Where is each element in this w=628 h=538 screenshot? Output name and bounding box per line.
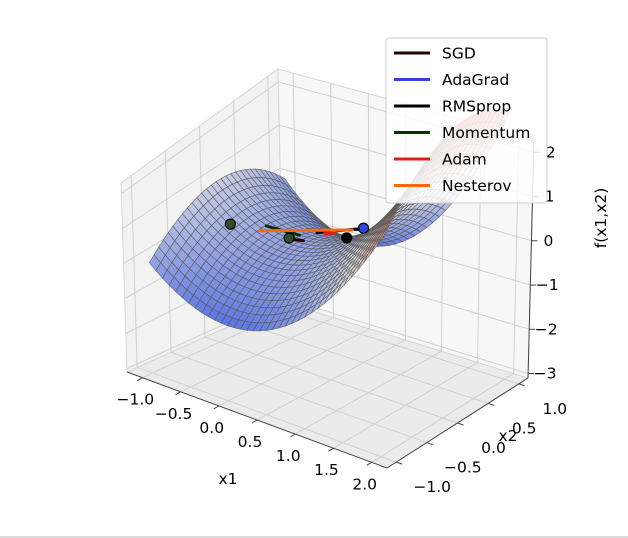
- legend-label-adagrad: AdaGrad: [442, 71, 509, 89]
- x2-gridline: [164, 150, 428, 444]
- z-tick-label: 1: [545, 188, 555, 206]
- path-nesterov: [258, 228, 354, 233]
- path-marker: [224, 218, 236, 230]
- x1-tick: [366, 461, 372, 466]
- x2-tick-label: −1.0: [413, 478, 451, 496]
- x1-tick-label: 2.0: [352, 475, 377, 493]
- x1-axis-label: x1: [218, 470, 237, 488]
- x1-gridline: [218, 93, 370, 407]
- x1-tick-label: 0.0: [199, 419, 224, 437]
- x1-gridline: [371, 134, 520, 463]
- x1-tick: [328, 447, 334, 452]
- path-marker: [357, 222, 370, 234]
- x1-tick-label: 1.0: [276, 447, 301, 465]
- x1-tick: [213, 405, 220, 410]
- bottom-border: [0, 536, 628, 538]
- x1-tick: [175, 391, 181, 396]
- x1-gridline: [333, 124, 482, 449]
- legend-label-sgd: SGD: [442, 45, 476, 63]
- x2-tick: [396, 461, 403, 465]
- path-marker: [283, 232, 295, 244]
- x2-tick: [487, 402, 495, 406]
- x1-tick-label: 0.5: [238, 433, 263, 451]
- legend-label-rmsprop: RMSprop: [442, 98, 511, 116]
- x1-tick-label: −0.5: [155, 405, 193, 423]
- x1-gridline: [180, 83, 334, 393]
- x1-tick: [137, 377, 143, 382]
- legend-label-adam: Adam: [442, 151, 487, 169]
- z-tick-label: 0: [544, 232, 554, 250]
- path-adam: [323, 231, 337, 236]
- optimizer-paths: [224, 218, 370, 244]
- x2-tick: [457, 422, 464, 426]
- path-sgd: [291, 237, 305, 243]
- legend: SGD AdaGrad RMSprop Momentum Adam Nesterov: [385, 37, 548, 204]
- z-tick-label: −1: [536, 276, 559, 294]
- z-tick-label: −2: [535, 320, 558, 338]
- z-axis-label: f(x1,x2): [592, 188, 610, 249]
- legend-label-momentum: Momentum: [442, 124, 530, 142]
- x1-tick-label: −1.0: [116, 391, 154, 409]
- z-tick-label: 2: [546, 143, 556, 161]
- x2-tick-label: −0.5: [444, 459, 482, 477]
- x2-gridline: [130, 175, 397, 463]
- x2-tick-label: 0.0: [481, 439, 506, 457]
- x2-tick-label: 1.0: [542, 400, 567, 418]
- x2-tick-label: 0.5: [512, 419, 537, 437]
- legend-label-nesterov: Nesterov: [442, 177, 512, 195]
- path-marker: [341, 232, 353, 244]
- x2-tick: [426, 442, 434, 446]
- z-tick-label: −3: [534, 365, 557, 383]
- surface-cell: [376, 225, 389, 246]
- x1-tick: [251, 419, 258, 424]
- x2-tick: [518, 383, 525, 387]
- x2-axis-label: x2: [498, 427, 517, 445]
- x1-tick-label: 1.5: [314, 461, 339, 479]
- x1-tick: [289, 433, 296, 438]
- axis-ticks: −1.0−0.50.00.51.01.52.0 −1.0−0.50.00.51.0…: [116, 138, 567, 496]
